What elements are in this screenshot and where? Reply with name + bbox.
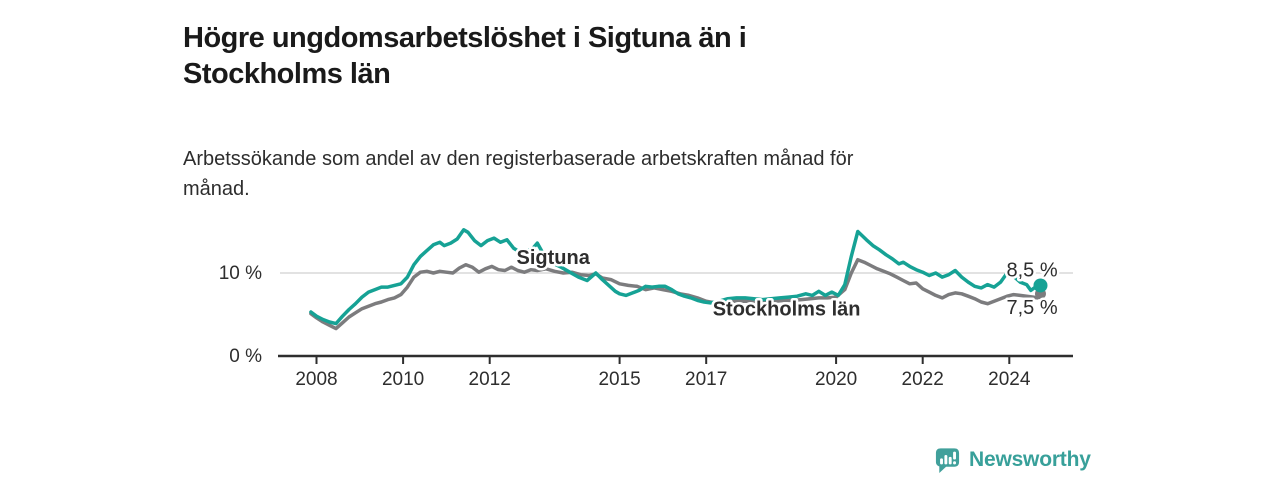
x-tick-label: 2010: [382, 369, 424, 390]
y-tick-label: 0 %: [229, 346, 262, 367]
x-tick-label: 2017: [685, 369, 727, 390]
x-tick-label: 2022: [902, 369, 944, 390]
series-label: Sigtuna: [517, 247, 591, 269]
y-tick-label: 10 %: [219, 263, 262, 284]
series-label: Stockholms län: [713, 298, 861, 320]
chart-subtitle: Arbetssökande som andel av den registerb…: [183, 148, 854, 200]
series-end-dot-1: [1033, 278, 1048, 293]
end-value-label: 8,5 %: [1006, 259, 1057, 281]
series-line-1: [309, 228, 1043, 326]
brand-name: Newsworthy: [969, 448, 1091, 471]
unemployment-line-chart: 2008 2010 2012 2015 2017 2020 2022 2024 10 % 0 % S…: [219, 228, 1073, 390]
x-tick-label: 2020: [815, 369, 857, 390]
x-tick-label: 2024: [988, 369, 1031, 390]
newsworthy-branding: Newsworthy: [934, 446, 1091, 474]
chart-title: Högre ungdomsarbetslöshet i Sigtuna än i…: [183, 22, 747, 90]
x-tick-label: 2008: [295, 369, 337, 390]
x-tick-label: 2015: [598, 369, 640, 390]
end-value-label: 7,5 %: [1006, 297, 1057, 319]
newsworthy-logo-icon: [935, 448, 960, 474]
x-tick-label: 2012: [469, 369, 511, 390]
